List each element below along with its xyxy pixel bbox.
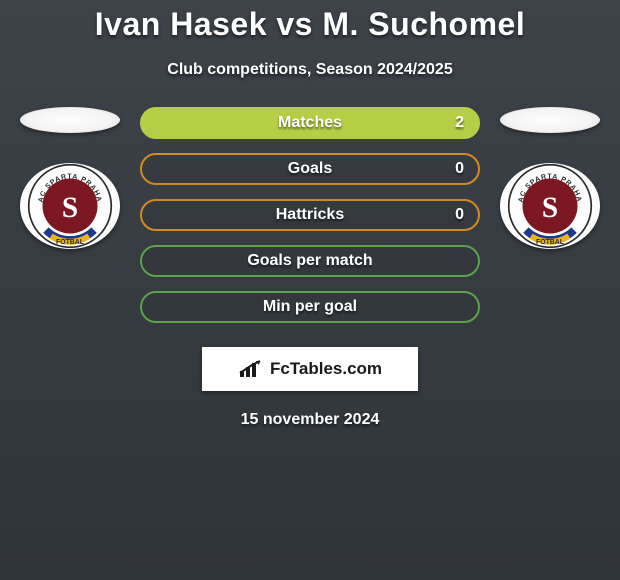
stats-column: Matches 2 Goals 0 Hattricks 0 Goals per … (140, 107, 480, 323)
sparta-crest-icon: AC SPARTA PRAHA S FOTBAL (507, 163, 593, 249)
stat-label: Goals (288, 160, 332, 178)
stat-value-right: 2 (455, 114, 464, 132)
stat-row-goals-per-match: Goals per match (140, 245, 480, 277)
player-left-column: AC SPARTA PRAHA S FOTBAL (20, 107, 120, 249)
player-right-column: AC SPARTA PRAHA S FOTBAL (500, 107, 600, 249)
svg-text:S: S (542, 192, 558, 224)
club-badge-left: AC SPARTA PRAHA S FOTBAL (20, 163, 120, 249)
brand-chart-icon (238, 359, 264, 379)
sparta-crest-icon: AC SPARTA PRAHA S FOTBAL (27, 163, 113, 249)
brand-text: FcTables.com (270, 359, 382, 379)
comparison-layout: AC SPARTA PRAHA S FOTBAL Matches 2 Goals… (0, 107, 620, 323)
stat-row-min-per-goal: Min per goal (140, 291, 480, 323)
svg-text:FOTBAL: FOTBAL (536, 239, 564, 246)
club-badge-right: AC SPARTA PRAHA S FOTBAL (500, 163, 600, 249)
stat-label: Hattricks (276, 206, 344, 224)
svg-text:FOTBAL: FOTBAL (56, 239, 84, 246)
stat-value-right: 0 (455, 160, 464, 178)
stat-label: Matches (278, 114, 342, 132)
player-left-avatar-placeholder (20, 107, 120, 133)
page-title: Ivan Hasek vs M. Suchomel (0, 6, 620, 43)
stat-row-goals: Goals 0 (140, 153, 480, 185)
player-right-avatar-placeholder (500, 107, 600, 133)
brand-box: FcTables.com (202, 347, 418, 391)
page-subtitle: Club competitions, Season 2024/2025 (0, 61, 620, 79)
stat-row-hattricks: Hattricks 0 (140, 199, 480, 231)
stat-row-matches: Matches 2 (140, 107, 480, 139)
stat-label: Goals per match (247, 252, 372, 270)
stat-value-right: 0 (455, 206, 464, 224)
stat-label: Min per goal (263, 298, 357, 316)
date-text: 15 november 2024 (241, 411, 380, 429)
footer: FcTables.com 15 november 2024 (0, 347, 620, 429)
svg-text:S: S (62, 192, 78, 224)
